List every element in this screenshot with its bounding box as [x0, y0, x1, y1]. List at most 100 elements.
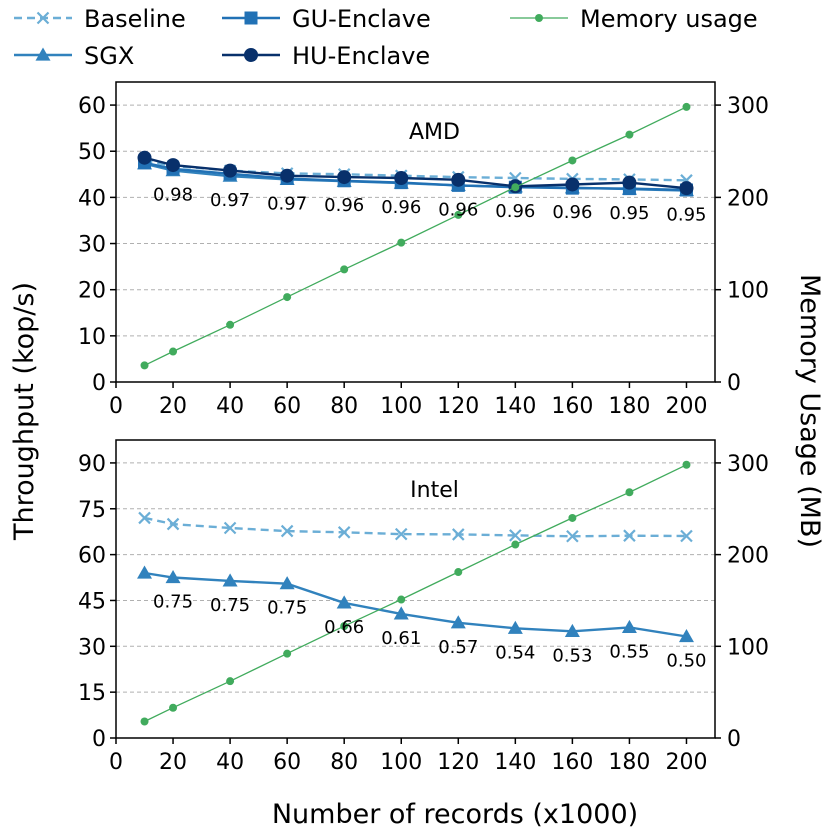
ratio-label: 0.55 [609, 641, 649, 662]
y-tick-label: 90 [78, 452, 106, 477]
data-point-baseline [166, 517, 180, 531]
panel-label: Intel [410, 478, 459, 503]
y2-tick-label: 0 [727, 727, 741, 752]
data-point-baseline [138, 511, 151, 525]
data-point-hu [337, 170, 352, 185]
ratio-label: 0.53 [552, 645, 592, 666]
data-point-sgx [393, 606, 409, 620]
plot-frame [115, 439, 716, 739]
data-point-baseline [223, 521, 237, 535]
ratio-label: 0.75 [267, 598, 307, 619]
data-point-memory [568, 156, 577, 165]
legend-marker-hu [244, 48, 258, 62]
ratio-label: 0.57 [438, 637, 478, 658]
data-point-memory [682, 460, 691, 469]
data-point-memory [140, 361, 149, 370]
data-point-memory [226, 677, 235, 686]
y-tick-label: 10 [78, 325, 106, 350]
data-point-memory [283, 649, 292, 658]
x-tick-label: 180 [608, 394, 650, 419]
data-point-hu [451, 172, 466, 187]
legend-label: GU-Enclave [292, 5, 431, 33]
data-point-hu [622, 175, 637, 190]
data-point-sgx [450, 615, 466, 629]
x-tick-label: 40 [216, 394, 244, 419]
series-line-memory [144, 464, 687, 723]
data-point-baseline [566, 529, 579, 543]
data-point-hu [679, 181, 694, 196]
legend-label: Memory usage [580, 5, 758, 33]
x-tick-label: 200 [665, 750, 707, 775]
data-point-memory [226, 320, 235, 329]
data-point-sgx [336, 595, 352, 609]
ratio-label: 0.54 [495, 642, 535, 663]
data-point-memory [340, 265, 349, 274]
data-point-memory [682, 102, 691, 111]
x-tick-label: 0 [109, 394, 123, 419]
data-point-sgx [621, 619, 637, 633]
legend-marker-memory [535, 14, 543, 22]
data-point-sgx [165, 570, 181, 584]
data-point-baseline [280, 524, 294, 538]
data-point-memory [397, 595, 406, 604]
legend-label: SGX [84, 42, 134, 70]
data-point-memory [454, 210, 463, 219]
y-tick-label: 50 [78, 140, 106, 165]
x-tick-label: 0 [109, 750, 123, 775]
x-tick-label: 80 [330, 750, 358, 775]
panel-intel: 0 15 30 45 60 75 90 0 100 200 300 0 20 40 60 80 100 120 14… [78, 439, 769, 775]
data-point-sgx [279, 576, 295, 590]
data-point-memory [340, 622, 349, 631]
data-point-memory [397, 238, 406, 247]
legend-marker-sgx [35, 47, 51, 61]
y-axis-title-right: Memory Usage (MB) [794, 274, 825, 548]
data-point-baseline [394, 527, 408, 541]
y-tick-label: 40 [78, 186, 106, 211]
ratio-label: 0.96 [381, 197, 421, 218]
data-point-sgx [507, 620, 523, 634]
data-point-sgx [222, 573, 238, 587]
data-point-hu [223, 163, 238, 178]
data-point-memory [511, 540, 520, 549]
data-point-sgx [564, 623, 580, 637]
ratio-label: 0.50 [666, 651, 706, 672]
y2-tick-label: 100 [727, 635, 769, 660]
plot-frame [115, 81, 716, 383]
x-tick-label: 120 [437, 750, 479, 775]
data-point-hu [166, 158, 181, 173]
legend: Baseline GU-Enclave Memory usage SGX HU-Encl… [14, 5, 758, 70]
x-tick-label: 60 [273, 394, 301, 419]
data-point-memory [625, 488, 634, 497]
y-axis-title-left: Throughput (kop/s) [9, 282, 40, 541]
y-tick-label: 30 [78, 233, 106, 258]
x-axis-title: Number of records (x1000) [272, 799, 638, 830]
x-tick-label: 100 [380, 394, 422, 419]
x-tick-label: 80 [330, 394, 358, 419]
data-point-memory [140, 717, 149, 726]
y2-tick-label: 200 [727, 186, 769, 211]
legend-marker-baseline [36, 11, 50, 25]
x-tick-label: 120 [437, 394, 479, 419]
data-point-baseline [452, 528, 465, 541]
data-point-memory [283, 293, 292, 302]
legend-label: HU-Enclave [292, 42, 430, 70]
data-point-baseline [337, 526, 351, 539]
y2-tick-label: 300 [727, 452, 769, 477]
ratio-label: 0.66 [324, 617, 364, 638]
x-tick-label: 160 [551, 394, 593, 419]
y-tick-label: 0 [92, 727, 106, 752]
data-point-memory [169, 347, 178, 356]
series-line-baseline [144, 516, 687, 538]
y-tick-label: 30 [78, 635, 106, 660]
y2-tick-label: 0 [727, 371, 741, 396]
ratio-label: 0.97 [267, 193, 307, 214]
legend-label: Baseline [84, 5, 186, 33]
data-point-baseline [680, 529, 693, 543]
data-point-sgx [678, 629, 694, 643]
y2-tick-label: 200 [727, 544, 769, 569]
data-point-memory [625, 130, 634, 139]
series-line-memory [144, 106, 687, 366]
data-point-sgx [137, 565, 153, 579]
ratio-label: 0.95 [666, 204, 706, 225]
